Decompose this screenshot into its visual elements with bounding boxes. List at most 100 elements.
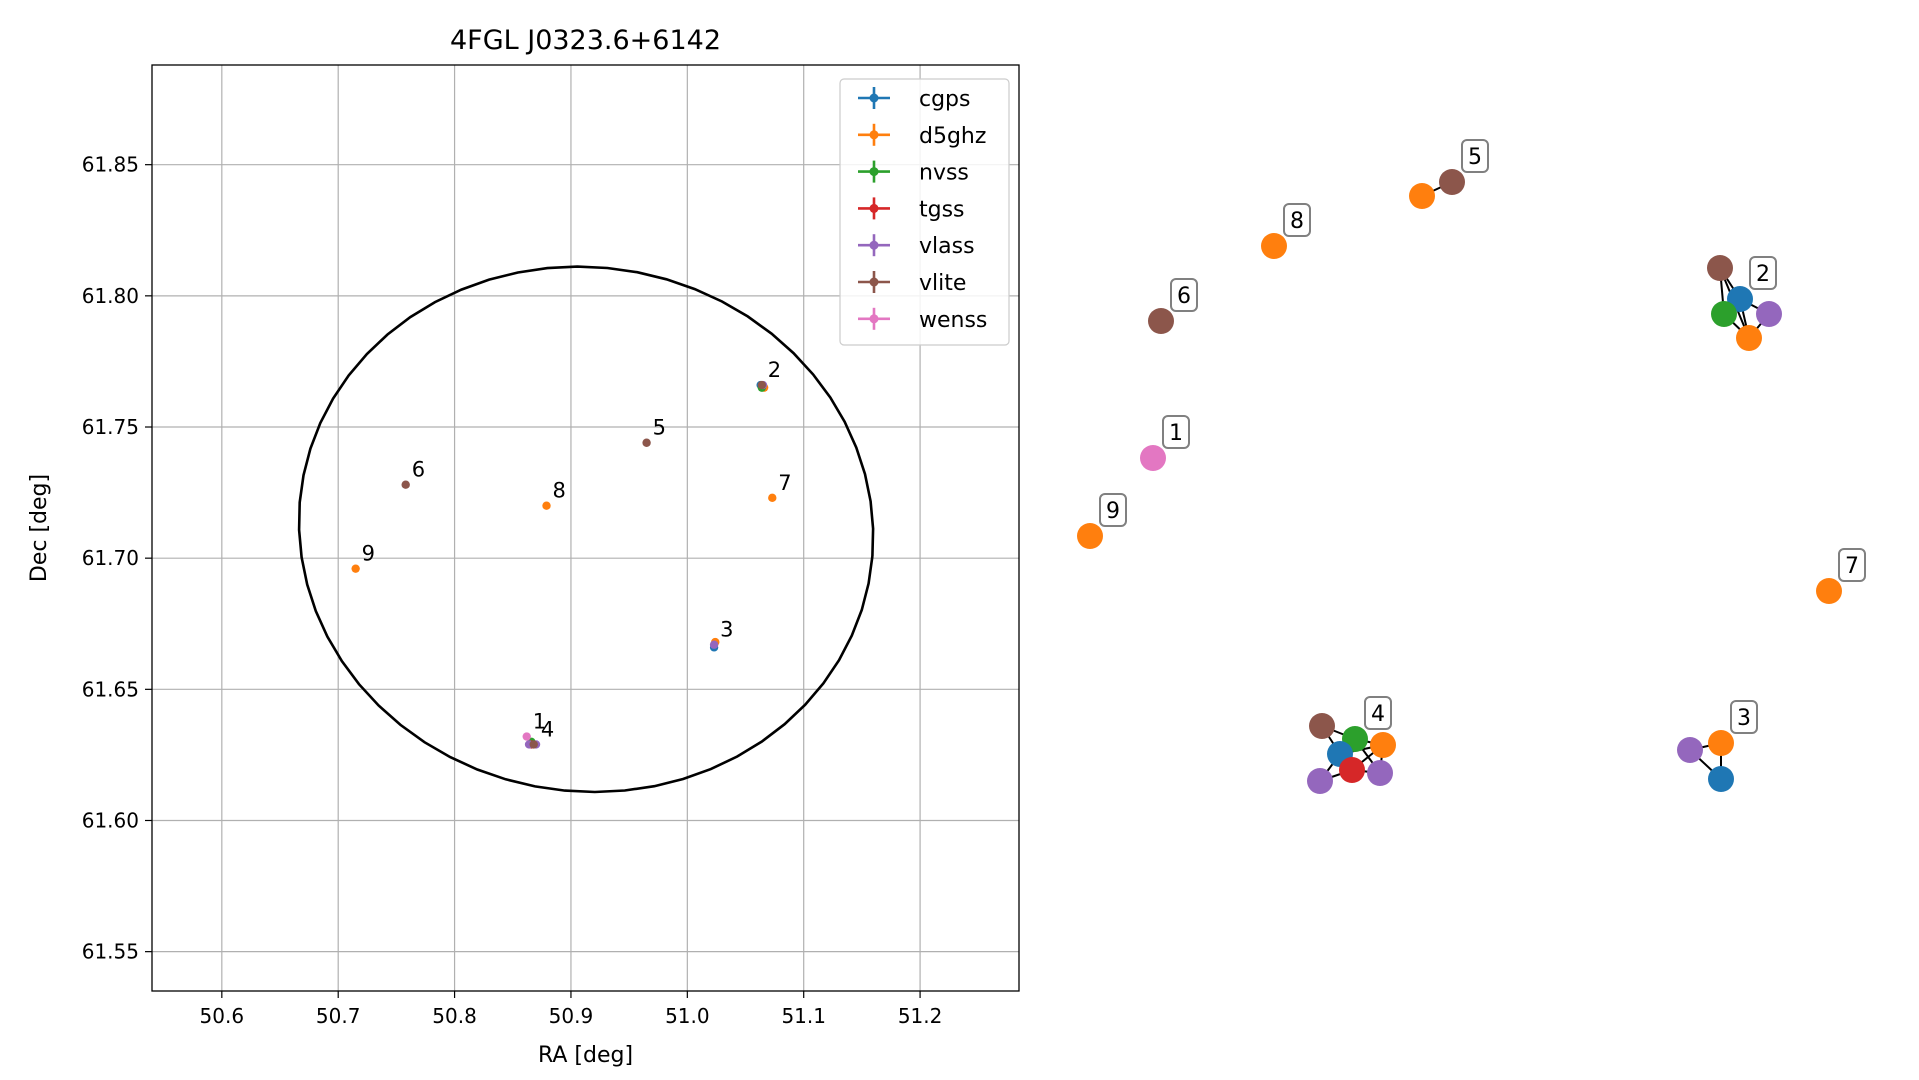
source-label: 9 (362, 542, 375, 566)
network-node (1439, 169, 1465, 195)
source-label: 5 (653, 416, 666, 440)
y-tick-label: 61.60 (82, 808, 139, 832)
legend-marker (869, 277, 879, 287)
label-box (1099, 493, 1127, 527)
network-node (1261, 233, 1287, 259)
source-label: 8 (553, 479, 566, 503)
network-node (1708, 730, 1734, 756)
source-point-wenss (522, 732, 531, 741)
label-text: 4 (1371, 702, 1385, 727)
network-group-label: 8 (1283, 203, 1311, 237)
network-node (1711, 301, 1737, 327)
source-point-vlite (529, 740, 538, 749)
y-tick-label: 61.80 (82, 284, 139, 308)
label-text: 6 (1177, 284, 1191, 309)
chart-title: 4FGL J0323.6+6142 (450, 25, 721, 56)
network-node (1409, 183, 1435, 209)
legend-label: nvss (919, 161, 969, 186)
source-label: 2 (768, 358, 781, 382)
axis-ticks: 50.6 50.7 50.8 50.9 51.0 51.1 51.261.5561.6061… (82, 153, 943, 1028)
source-point-d5ghz (351, 564, 360, 573)
legend-marker (869, 130, 879, 140)
x-tick-label: 51.1 (781, 1004, 826, 1028)
network-node (1140, 445, 1166, 471)
label-text: 1 (1169, 421, 1183, 446)
network-node (1309, 713, 1335, 739)
label-box (1162, 415, 1190, 449)
label-box (1838, 548, 1866, 582)
network-node (1677, 737, 1703, 763)
x-tick-label: 50.8 (432, 1004, 477, 1028)
source-point-d5ghz (542, 501, 551, 510)
label-text: 9 (1106, 499, 1120, 524)
legend-entry-vlite: vlite (858, 271, 966, 296)
legend-label: d5ghz (919, 124, 986, 149)
x-tick-label: 51.0 (665, 1004, 710, 1028)
legend-entry-d5ghz: d5ghz (858, 123, 986, 149)
source-label: 6 (412, 458, 425, 482)
network-group-label: 3 (1730, 700, 1758, 734)
legend-marker (869, 167, 879, 177)
x-axis-label: RA [deg] (538, 1043, 633, 1068)
x-tick-label: 50.9 (549, 1004, 594, 1028)
label-text: 5 (1468, 145, 1482, 170)
network-node (1756, 301, 1782, 327)
legend-marker (869, 203, 879, 213)
network-node (1367, 760, 1393, 786)
network-node (1339, 757, 1365, 783)
network-node (1816, 578, 1842, 604)
legend-label: tgss (919, 197, 965, 222)
network-group-label: 9 (1099, 493, 1127, 527)
label-box (1364, 696, 1392, 730)
grid (152, 65, 1019, 991)
network-group-label: 7 (1838, 548, 1866, 582)
y-tick-label: 61.55 (82, 940, 139, 964)
legend-label: vlass (919, 234, 975, 259)
legend-label: wenss (919, 308, 987, 333)
source-label: 7 (778, 471, 791, 495)
label-text: 2 (1756, 262, 1770, 287)
legend-entry-wenss: wenss (858, 307, 987, 333)
network-group-label: 4 (1364, 696, 1392, 730)
label-box (1283, 203, 1311, 237)
legend: cgps d5ghz nvss tgss vlass vlite wenss (839, 78, 1010, 346)
network-node (1708, 766, 1734, 792)
legend-marker (869, 314, 879, 324)
network-group-label: 6 (1170, 278, 1198, 312)
legend-entry-cgps: cgps (858, 87, 971, 112)
source-points (351, 380, 777, 749)
source-point-vlite (401, 480, 410, 489)
legend-label: cgps (919, 87, 971, 112)
source-point-vlite (642, 438, 651, 447)
x-tick-label: 50.6 (200, 1004, 245, 1028)
legend-entry-nvss: nvss (858, 160, 969, 186)
network-nodes (1077, 169, 1842, 794)
label-text: 8 (1290, 209, 1304, 234)
label-box (1730, 700, 1758, 734)
network-node (1077, 523, 1103, 549)
source-label: 1 (533, 710, 546, 734)
source-point-d5ghz (768, 493, 777, 503)
y-axis-label: Dec [deg] (27, 474, 52, 582)
legend-entry-tgss: tgss (858, 197, 965, 222)
legend-label: vlite (919, 271, 966, 296)
network-node (1707, 255, 1733, 281)
network-node (1148, 308, 1174, 334)
sky-position-plot: 1 2 3 4 5 6 7 8 9 50.6 50.7 50.8 50.9 51.0 51.1 51.2 61… (27, 25, 1020, 1068)
legend-marker (869, 240, 879, 250)
plot-frame (151, 64, 1020, 992)
label-text: 3 (1737, 706, 1751, 731)
label-text: 7 (1845, 554, 1859, 579)
legend-marker (869, 93, 879, 103)
y-tick-label: 61.85 (82, 153, 139, 177)
label-box (1170, 278, 1198, 312)
legend-box (839, 78, 1010, 346)
source-point-vlite (757, 380, 767, 390)
network-group-label: 5 (1461, 139, 1489, 173)
network-node (1736, 325, 1762, 351)
source-point-vlass (709, 640, 719, 649)
legend-entry-vlass: vlass (858, 234, 975, 259)
source-label: 4 (541, 717, 554, 741)
source-label: 3 (720, 618, 733, 642)
